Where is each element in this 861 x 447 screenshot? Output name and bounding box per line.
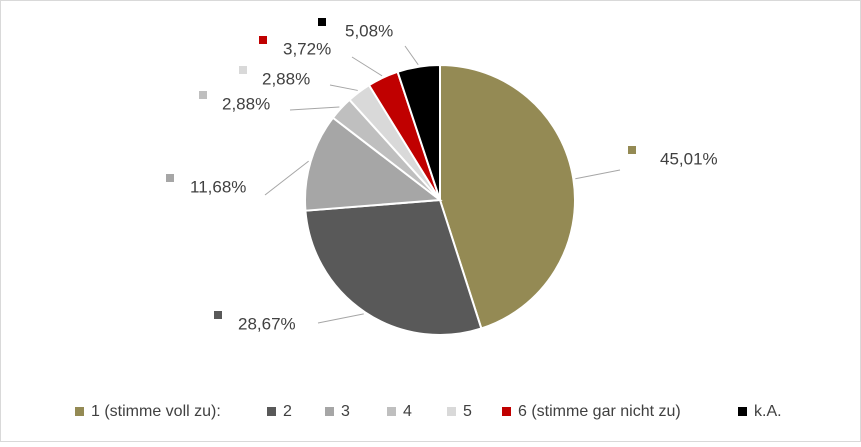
pie-slice xyxy=(304,116,443,212)
legend-label: k.A. xyxy=(754,403,782,420)
data-label: 28,67% xyxy=(238,314,296,333)
label-marker xyxy=(239,66,247,74)
leader-line xyxy=(264,160,309,196)
pie-slice xyxy=(439,63,576,330)
data-label: 2,88% xyxy=(262,69,310,88)
legend-label: 2 xyxy=(283,403,292,420)
legend-label: 3 xyxy=(341,403,350,420)
data-label: 45,01% xyxy=(660,149,718,168)
leader-line xyxy=(329,84,358,91)
legend-marker xyxy=(447,407,456,416)
data-label: 5,08% xyxy=(345,21,393,40)
legend-marker xyxy=(738,407,747,416)
leader-line xyxy=(317,313,364,324)
label-marker xyxy=(318,18,326,26)
label-marker xyxy=(199,91,207,99)
data-label: 11,68% xyxy=(190,177,246,196)
leader-line xyxy=(404,45,419,66)
legend-marker xyxy=(502,407,511,416)
legend-label: 6 (stimme gar nicht zu) xyxy=(518,403,681,420)
legend-marker xyxy=(75,407,84,416)
label-marker xyxy=(259,36,267,44)
legend-label: 4 xyxy=(403,403,412,420)
data-label: 2,88% xyxy=(222,94,270,113)
legend-label: 1 (stimme voll zu): xyxy=(91,403,221,420)
leader-line xyxy=(289,106,340,111)
data-label: 3,72% xyxy=(283,39,331,58)
legend-marker xyxy=(387,407,396,416)
label-marker xyxy=(214,311,222,319)
legend-label: 5 xyxy=(463,403,472,420)
label-marker xyxy=(166,174,174,182)
leader-line xyxy=(351,56,383,77)
pie-slice xyxy=(304,198,483,336)
pie-slice xyxy=(396,63,441,201)
legend-marker xyxy=(267,407,276,416)
legend-marker xyxy=(325,407,334,416)
label-marker xyxy=(628,146,636,154)
leader-line xyxy=(575,169,621,180)
